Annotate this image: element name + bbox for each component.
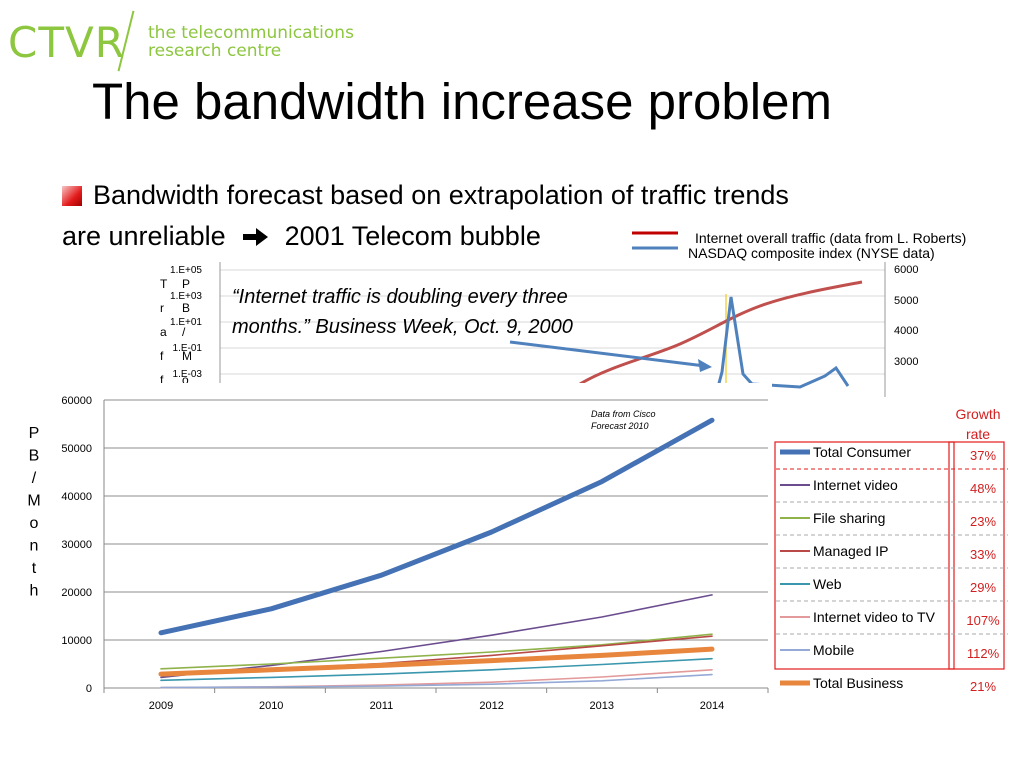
annotation-quote-line-1: “Internet traffic is doubling every thre… [232, 286, 568, 308]
x-tick-label: 2012 [479, 700, 503, 712]
logo-line-2: research centre [148, 41, 282, 61]
y-tick-label: 50000 [61, 443, 92, 455]
legend-nasdaq-label: NASDAQ composite index (NYSE data) [688, 245, 935, 261]
logo-subtitle: the telecommunications research centre [148, 24, 354, 60]
x-tick-labels: 2009 2010 2011 2012 2013 2014 [149, 700, 724, 712]
left-axis-label-char: o [182, 373, 189, 387]
x-tick-label: 2010 [259, 700, 283, 712]
left-axis-label-char: f [160, 373, 164, 387]
growth-rate: 107% [966, 613, 1000, 628]
left-tick: 1.E+01 [170, 317, 202, 328]
legend-label: Managed IP [813, 543, 889, 559]
x-tick-label: 2013 [590, 700, 614, 712]
series-line [158, 417, 715, 636]
y-tick-label: 0 [86, 683, 92, 695]
background-chart: 1.E+05 1.E+03 1.E+01 1.E-01 1.E-03 6000 … [160, 262, 918, 397]
left-axis-label-char: / [182, 325, 186, 339]
annotation-arrow [509, 340, 706, 368]
bullet-icon [62, 186, 82, 206]
source-note-line-1: Data from Cisco [591, 409, 656, 419]
y-tick-label: 10000 [61, 635, 92, 647]
right-tick: 5000 [894, 295, 918, 307]
series-line [160, 633, 713, 670]
series-line [160, 594, 713, 679]
x-tick-label: 2014 [700, 700, 724, 712]
y-axis-label-char: o [30, 515, 39, 532]
left-tick: 1.E+03 [170, 291, 202, 302]
series-line [160, 657, 713, 682]
slide-title: The bandwidth increase problem [92, 73, 832, 130]
growth-rate: 37% [970, 448, 996, 463]
legend-label: Internet video [813, 477, 898, 493]
bullet-text-line-1: Bandwidth forecast based on extrapolatio… [93, 180, 789, 210]
growth-rate: 29% [970, 580, 996, 595]
y-tick-label: 30000 [61, 539, 92, 551]
legend-label: Internet video to TV [813, 609, 936, 625]
series-lines [158, 417, 715, 689]
y-tick-labels: 0 10000 20000 30000 40000 50000 60000 [61, 395, 92, 695]
left-tick: 1.E-01 [173, 343, 203, 354]
legend-highlight-box [774, 441, 955, 670]
left-axis-label-char: r [160, 301, 164, 315]
left-axis-label-char: a [160, 325, 167, 339]
y-tick-label: 40000 [61, 491, 92, 503]
right-tick: 6000 [894, 264, 918, 276]
left-axis-label-char: T [160, 277, 168, 291]
bullet-text-end: 2001 Telecom bubble [284, 221, 541, 251]
legend-label: Web [813, 576, 842, 592]
traffic-legend-swatch-red [630, 228, 682, 263]
y-tick-label: 20000 [61, 587, 92, 599]
y-tick-label: 60000 [61, 395, 92, 407]
left-axis-label-char: f [160, 349, 164, 363]
x-tick-label: 2009 [149, 700, 173, 712]
y-axis-label-char: t [32, 560, 37, 577]
y-axis-label-char: M [27, 493, 40, 510]
arrow-right-icon [233, 221, 277, 252]
right-tick: 3000 [894, 356, 918, 368]
left-tick: 1.E-03 [173, 369, 203, 380]
growth-header-line-1: Growth [955, 406, 1000, 422]
growth-rate: 23% [970, 514, 996, 529]
legend-traffic-label: Internet overall traffic (data from L. R… [695, 230, 967, 246]
annotation-quote-line-2: months.” Business Week, Oct. 9, 2000 [232, 316, 573, 338]
main-chart: 0 10000 20000 30000 40000 50000 60000 2009 2010… [27, 395, 1008, 712]
series-line [160, 673, 713, 689]
y-axis-label-char: / [32, 470, 37, 487]
right-tick: 4000 [894, 325, 918, 337]
x-tick-label: 2011 [370, 700, 394, 712]
logo-line-1: the telecommunications [148, 23, 354, 43]
growth-rate: 48% [970, 481, 996, 496]
left-axis-label-char: M [182, 349, 192, 363]
y-axis-label-char: B [29, 448, 40, 465]
traffic-trend-line [579, 280, 863, 386]
left-tick: 1.E+05 [170, 265, 202, 276]
legend-label: Mobile [813, 642, 854, 658]
growth-rate: 112% [967, 646, 1000, 661]
series-legend: Total Consumer 37% Internet video 48% File s… [774, 441, 1008, 694]
growth-rate: 33% [970, 547, 996, 562]
series-line [158, 646, 715, 677]
logo-brand: CTVR [8, 18, 125, 67]
growth-header-line-2: rate [966, 426, 990, 442]
bullet-text-start: are unreliable [62, 221, 226, 251]
legend-label: File sharing [813, 510, 885, 526]
bullet-text-line-2: are unreliable 2001 Telecom bubble [62, 221, 541, 252]
y-axis-label-char: P [29, 425, 40, 442]
growth-highlight-box [948, 441, 1005, 670]
source-note-line-2: Forecast 2010 [591, 421, 649, 431]
y-axis-label-char: n [30, 538, 39, 555]
y-axis-label-char: h [30, 583, 39, 600]
legend-label: Total Business [813, 675, 903, 691]
left-axis-label-char: B [182, 301, 190, 315]
growth-rate: 21% [970, 679, 996, 694]
annotation-arrowhead [698, 359, 712, 372]
left-axis-label-char: P [182, 277, 190, 291]
legend-label: Total Consumer [813, 444, 911, 460]
